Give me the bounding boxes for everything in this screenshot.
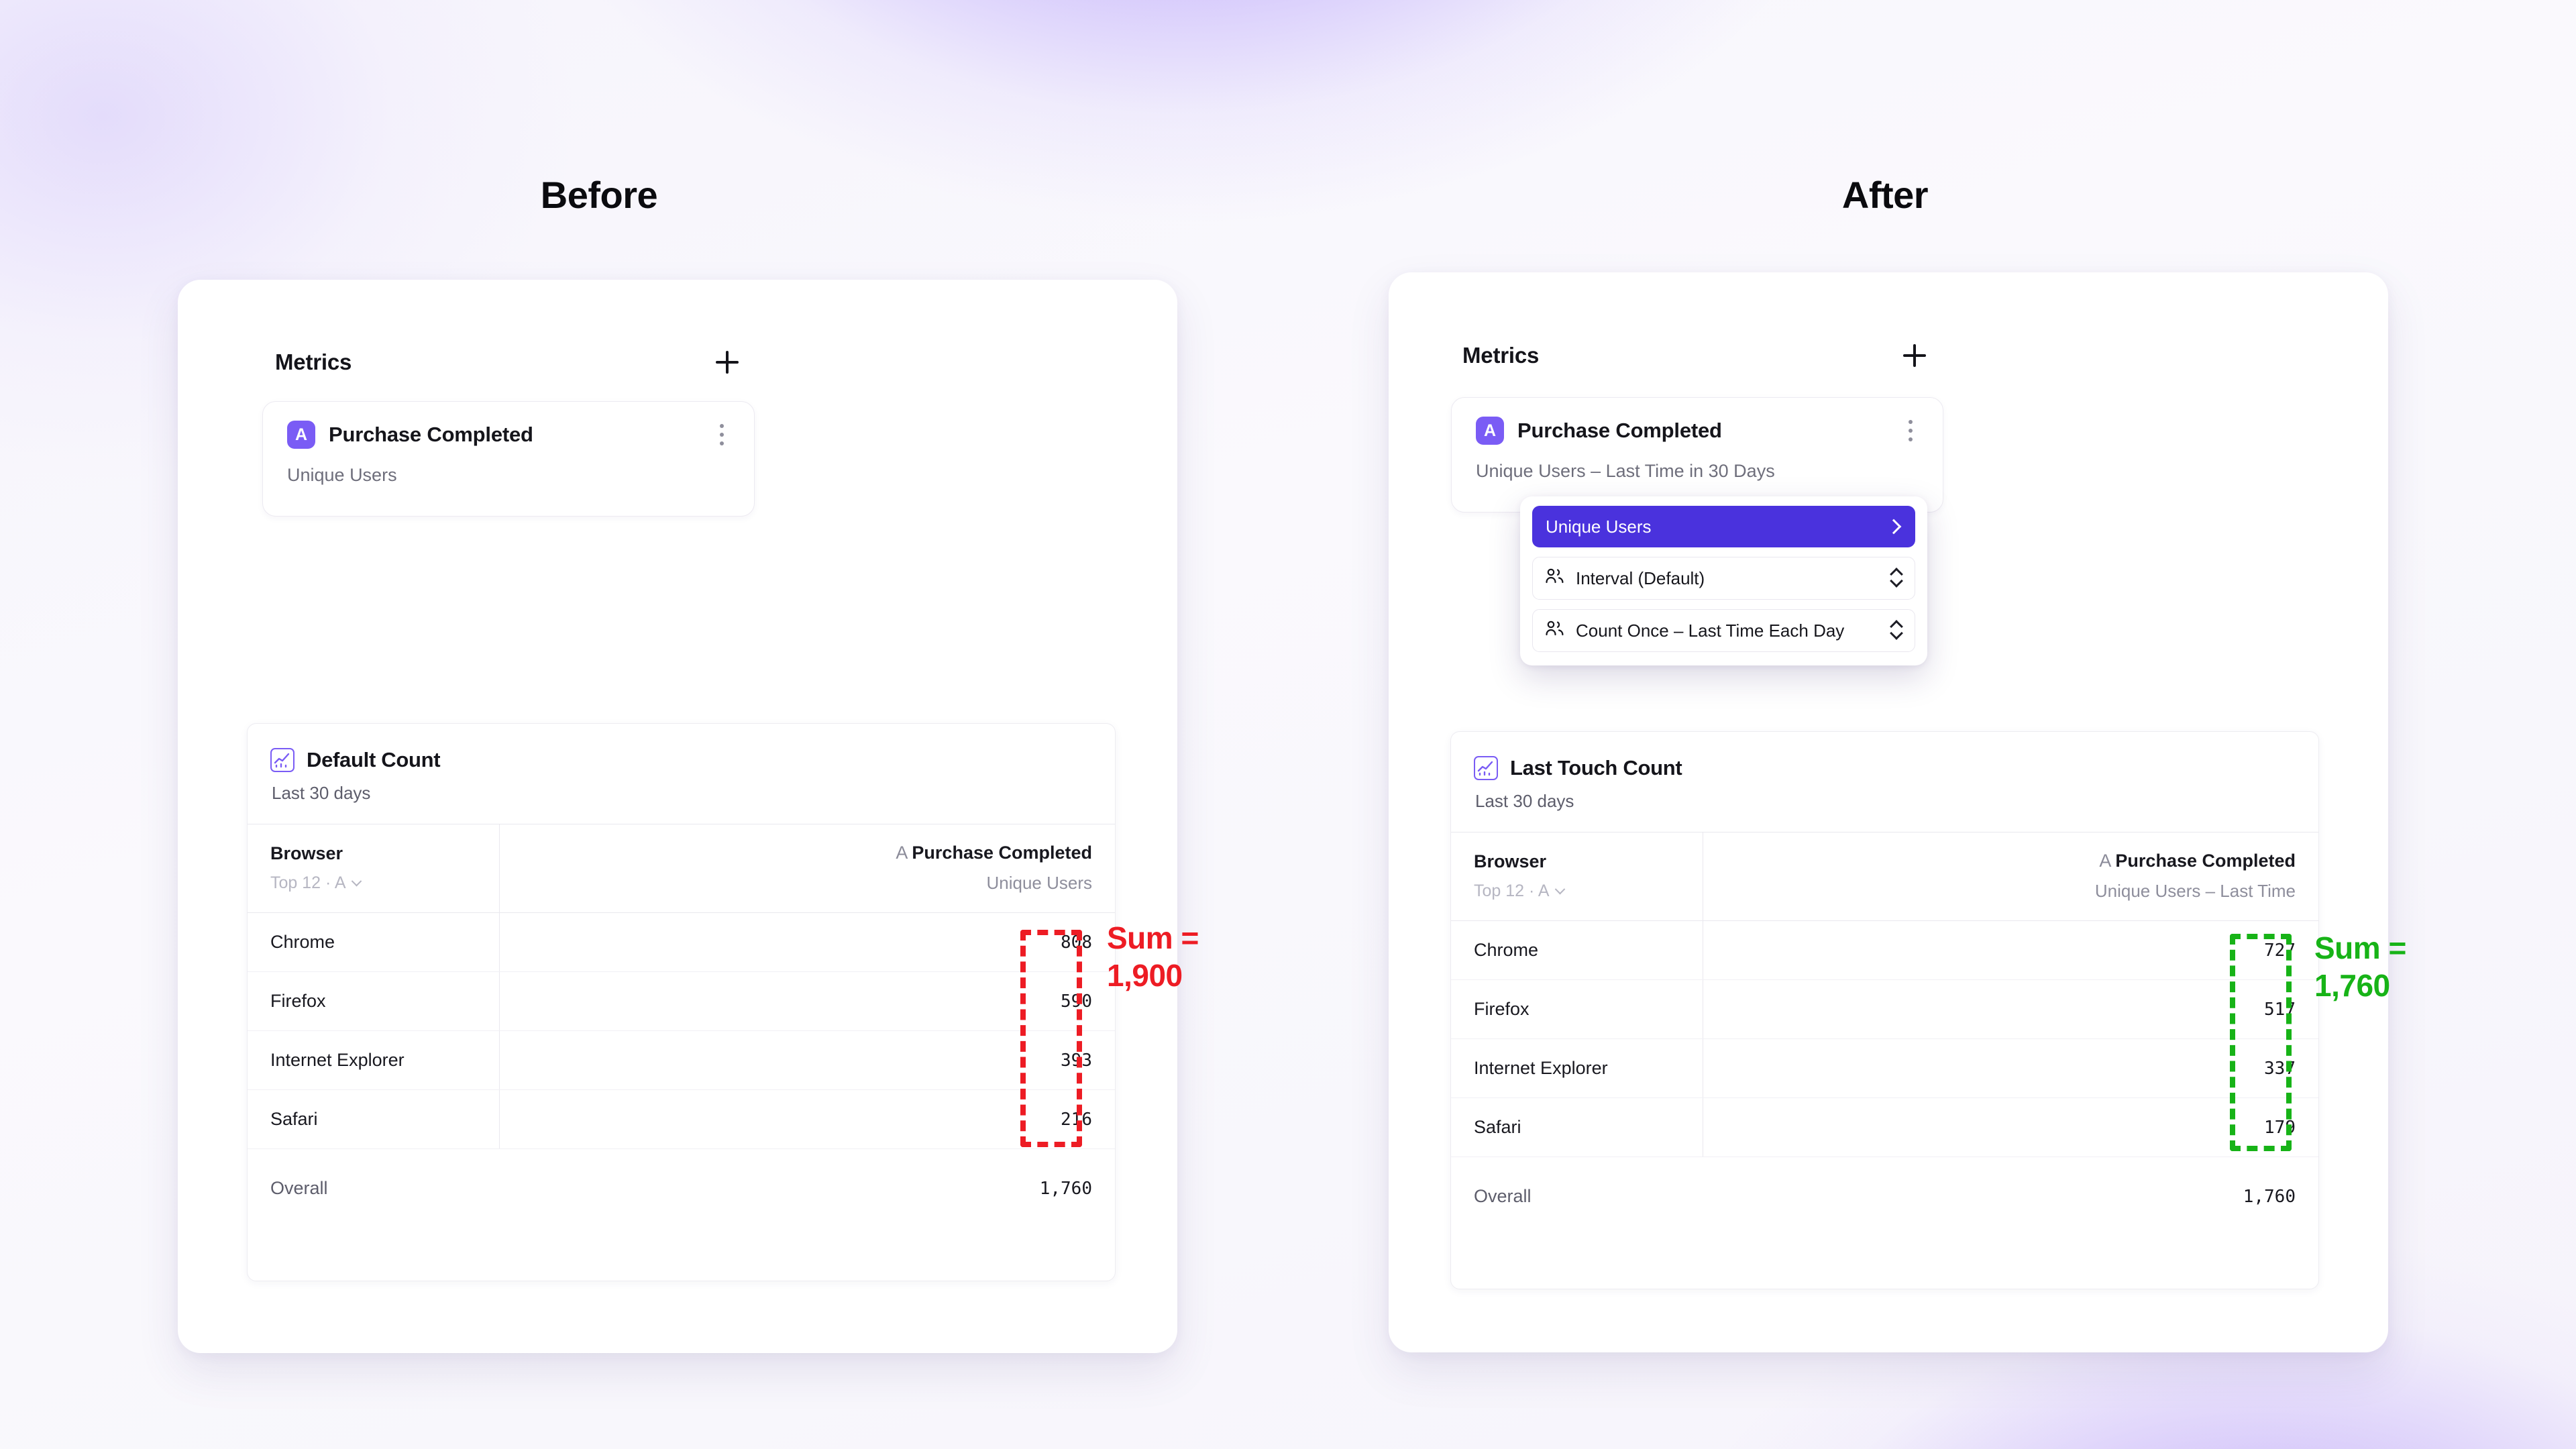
kebab-menu-icon[interactable] bbox=[1902, 417, 1919, 444]
table-row: Safari 179 bbox=[1451, 1097, 2318, 1157]
table-title: Last Touch Count bbox=[1510, 756, 1682, 780]
table-row: Internet Explorer 337 bbox=[1451, 1038, 2318, 1098]
dropdown-selected-label: Unique Users bbox=[1546, 516, 1652, 537]
event-badge-icon: A bbox=[1476, 417, 1504, 445]
value-header-tag: A bbox=[2099, 850, 2112, 871]
metrics-header-after: Metrics bbox=[1462, 335, 1932, 376]
row-label: Safari bbox=[248, 1089, 500, 1149]
dimension-filter-label: Top 12 · A bbox=[270, 873, 346, 892]
kebab-menu-icon[interactable] bbox=[714, 421, 730, 448]
row-value: 337 bbox=[1703, 1038, 2318, 1098]
table-title: Default Count bbox=[307, 748, 441, 771]
dimension-header-label: Browser bbox=[270, 843, 343, 863]
table-header-row: Browser Top 12 · A A Purchase Completed U… bbox=[1451, 832, 2318, 921]
value-header-tag: A bbox=[896, 842, 908, 863]
table-row: Chrome 808 bbox=[248, 912, 1115, 972]
dimension-filter-control[interactable]: Top 12 · A bbox=[1474, 881, 1703, 901]
overall-label: Overall bbox=[270, 1178, 328, 1199]
table-row: Firefox 590 bbox=[248, 971, 1115, 1031]
table-overall-row: Overall 1,760 bbox=[248, 1149, 1115, 1216]
dropdown-option-count-once[interactable]: Count Once – Last Time Each Day bbox=[1532, 609, 1915, 652]
dimension-header-label: Browser bbox=[1474, 851, 1547, 871]
table-card-before: Default Count Last 30 days Browser Top 1… bbox=[247, 723, 1116, 1281]
table-row: Safari 216 bbox=[248, 1089, 1115, 1149]
row-label: Internet Explorer bbox=[1451, 1038, 1703, 1098]
row-value: 517 bbox=[1703, 979, 2318, 1039]
dimension-header-cell: Browser Top 12 · A bbox=[248, 824, 500, 913]
row-value: 179 bbox=[1703, 1097, 2318, 1157]
row-label: Firefox bbox=[1451, 979, 1703, 1039]
table-row: Firefox 517 bbox=[1451, 979, 2318, 1039]
plus-icon[interactable] bbox=[1897, 338, 1932, 373]
table-header-row: Browser Top 12 · A A Purchase Completed U… bbox=[248, 824, 1115, 913]
event-badge-icon: A bbox=[287, 421, 315, 449]
metric-subtitle: Unique Users bbox=[287, 465, 397, 485]
metrics-header-before: Metrics bbox=[275, 342, 745, 382]
chevron-right-icon bbox=[1886, 519, 1902, 535]
table-row: Internet Explorer 393 bbox=[248, 1030, 1115, 1090]
value-header-label: Purchase Completed bbox=[912, 842, 1092, 863]
value-header-label: Purchase Completed bbox=[2115, 850, 2296, 871]
data-table: Browser Top 12 · A A Purchase Completed U… bbox=[248, 824, 1115, 1216]
overall-value: 1,760 bbox=[2243, 1186, 2296, 1207]
up-down-chevron-icon[interactable] bbox=[1890, 621, 1902, 641]
panel-title-before: Before bbox=[540, 174, 658, 216]
users-icon bbox=[1545, 620, 1565, 642]
metric-card-before[interactable]: A Purchase Completed Unique Users bbox=[262, 401, 755, 517]
table-subtitle: Last 30 days bbox=[272, 783, 371, 803]
data-table: Browser Top 12 · A A Purchase Completed U… bbox=[1451, 832, 2318, 1224]
sum-annotation-before: Sum = 1,900 bbox=[1107, 920, 1199, 994]
table-row: Chrome 727 bbox=[1451, 920, 2318, 980]
value-subheader-label: Unique Users bbox=[986, 872, 1092, 893]
dropdown-option-interval[interactable]: Interval (Default) bbox=[1532, 557, 1915, 600]
row-value: 590 bbox=[499, 971, 1115, 1031]
metrics-label: Metrics bbox=[1462, 343, 1540, 368]
sum-annotation-after: Sum = 1,760 bbox=[2314, 930, 2406, 1004]
row-value: 216 bbox=[499, 1089, 1115, 1149]
value-header-cell: A Purchase Completed Unique Users – Last … bbox=[1703, 832, 2318, 921]
dimension-filter-control[interactable]: Top 12 · A bbox=[270, 873, 499, 893]
table-overall-row: Overall 1,760 bbox=[1451, 1157, 2318, 1224]
table-card-after: Last Touch Count Last 30 days Browser To… bbox=[1450, 731, 2319, 1289]
value-subheader-label: Unique Users – Last Time bbox=[2094, 880, 2296, 901]
dropdown-option-label: Interval (Default) bbox=[1576, 568, 1705, 588]
dropdown-selected-item[interactable]: Unique Users bbox=[1532, 506, 1915, 547]
row-label: Chrome bbox=[1451, 920, 1703, 980]
chart-icon bbox=[270, 748, 294, 772]
overall-label: Overall bbox=[1474, 1186, 1532, 1207]
plus-icon[interactable] bbox=[710, 345, 745, 380]
metric-subtitle: Unique Users – Last Time in 30 Days bbox=[1476, 461, 1775, 481]
dimension-header-cell: Browser Top 12 · A bbox=[1451, 832, 1703, 921]
row-value: 808 bbox=[499, 912, 1115, 972]
metric-name: Purchase Completed bbox=[1517, 419, 1722, 442]
row-label: Safari bbox=[1451, 1097, 1703, 1157]
metric-name: Purchase Completed bbox=[329, 423, 533, 446]
value-header-cell: A Purchase Completed Unique Users bbox=[499, 824, 1115, 913]
metrics-label: Metrics bbox=[275, 350, 352, 374]
row-value: 393 bbox=[499, 1030, 1115, 1090]
table-subtitle: Last 30 days bbox=[1475, 791, 1574, 811]
chevron-down-icon bbox=[1554, 883, 1565, 894]
row-label: Firefox bbox=[248, 971, 500, 1031]
dimension-filter-label: Top 12 · A bbox=[1474, 881, 1550, 900]
row-label: Internet Explorer bbox=[248, 1030, 500, 1090]
chevron-down-icon bbox=[351, 875, 362, 886]
chart-icon bbox=[1474, 756, 1498, 780]
row-value: 727 bbox=[1703, 920, 2318, 980]
aggregation-dropdown: Unique Users Interval (Default) Count On… bbox=[1520, 496, 1927, 665]
dropdown-option-label: Count Once – Last Time Each Day bbox=[1576, 620, 1845, 641]
up-down-chevron-icon[interactable] bbox=[1890, 568, 1902, 588]
users-icon bbox=[1545, 568, 1565, 590]
panel-title-after: After bbox=[1841, 174, 1929, 216]
overall-value: 1,760 bbox=[1039, 1178, 1092, 1199]
row-label: Chrome bbox=[248, 912, 500, 972]
metric-card-after[interactable]: A Purchase Completed Unique Users – Last… bbox=[1451, 397, 1943, 513]
